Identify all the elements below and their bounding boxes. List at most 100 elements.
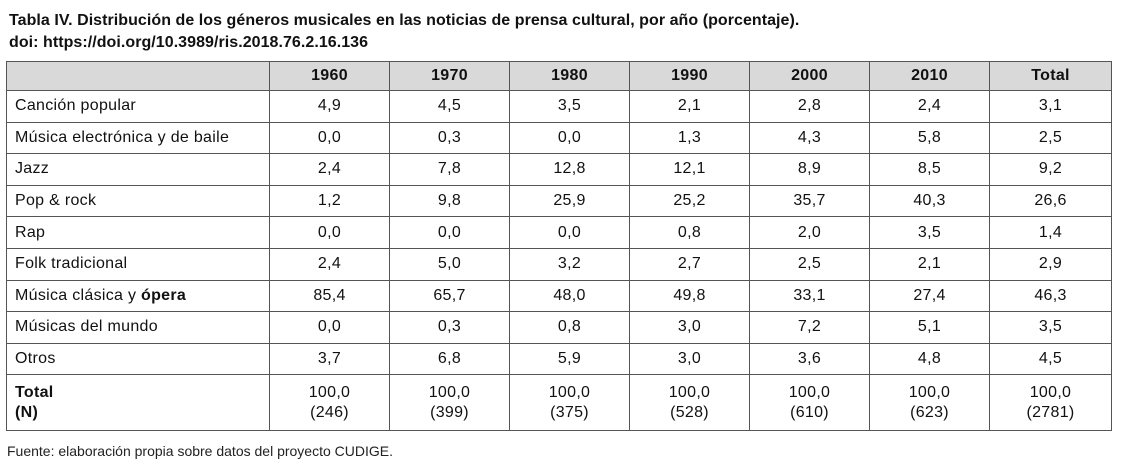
table-cell: 9,2 [989, 153, 1112, 186]
header-empty-cell [6, 61, 270, 91]
table-cell: 3,0 [629, 342, 750, 376]
table-cell: 65,7 [389, 279, 510, 313]
table-cell: 5,8 [869, 121, 990, 155]
table-cell: 2,5 [749, 247, 870, 281]
total-cell: 100,0 (399) [389, 374, 510, 432]
table-cell: 12,8 [509, 153, 630, 186]
table-cell: 3,2 [509, 247, 630, 281]
table-cell: 25,2 [629, 184, 750, 218]
source-note: Fuente: elaboración propia sobre datos d… [7, 443, 393, 459]
table-cell: 0,0 [509, 121, 630, 155]
table-cell: 49,8 [629, 279, 750, 313]
total-percent: 100,0 [428, 383, 471, 401]
total-cell: 100,0 (375) [509, 374, 630, 432]
table-cell: 2,4 [869, 90, 990, 123]
row-label-part: Música clásica y [15, 286, 142, 304]
total-cell: 100,0 (2781) [989, 374, 1112, 432]
table-cell: 1,2 [269, 184, 390, 218]
header-2000: 2000 [749, 61, 870, 91]
total-n: (375) [550, 403, 589, 421]
row-label: Folk tradicional [6, 247, 270, 281]
total-percent: 100,0 [308, 383, 351, 401]
table-cell: 2,1 [869, 247, 990, 281]
table-row: Rap 0,0 0,0 0,0 0,8 2,0 3,5 1,4 [6, 216, 1112, 249]
table-cell: 7,8 [389, 153, 510, 186]
table-cell: 2,4 [269, 153, 390, 186]
table-cell: 4,3 [749, 121, 870, 155]
table-cell: 27,4 [869, 279, 990, 313]
table-cell: 5,9 [509, 342, 630, 376]
table-cell: 2,5 [989, 121, 1112, 155]
row-label: Rap [6, 216, 270, 249]
table-cell: 3,5 [869, 216, 990, 249]
table-row: Folk tradicional 2,4 5,0 3,2 2,7 2,5 2,1… [6, 247, 1112, 281]
row-label: Música clásica y ópera [6, 279, 270, 313]
table-row: Músicas del mundo 0,0 0,3 0,8 3,0 7,2 5,… [6, 311, 1112, 344]
table-cell: 4,5 [989, 342, 1112, 376]
table-cell: 7,2 [749, 311, 870, 344]
table-cell: 9,8 [389, 184, 510, 218]
table-cell: 3,1 [989, 90, 1112, 123]
total-percent: 100,0 [788, 383, 831, 401]
table-cell: 3,7 [269, 342, 390, 376]
total-n: (528) [670, 403, 709, 421]
total-row: Total (N) 100,0 (246) 100,0 (399) 100,0 (37… [6, 374, 1112, 432]
table-cell: 0,8 [509, 311, 630, 344]
table-row: Pop & rock 1,2 9,8 25,9 25,2 35,7 40,3 2… [6, 184, 1112, 218]
table-cell: 33,1 [749, 279, 870, 313]
header-1960: 1960 [269, 61, 390, 91]
table-cell: 3,6 [749, 342, 870, 376]
table-cell: 2,7 [629, 247, 750, 281]
table-cell: 26,6 [989, 184, 1112, 218]
table-cell: 2,9 [989, 247, 1112, 281]
total-cell: 100,0 (246) [269, 374, 390, 432]
header-1980: 1980 [509, 61, 630, 91]
table-cell: 3,0 [629, 311, 750, 344]
total-n-label: (N) [15, 403, 39, 421]
table-row: Música clásica y ópera 85,4 65,7 48,0 49… [6, 279, 1112, 313]
table-cell: 5,1 [869, 311, 990, 344]
total-cell: 100,0 (623) [869, 374, 990, 432]
row-label: Otros [6, 342, 270, 376]
total-n: (399) [430, 403, 469, 421]
caption-title: Tabla IV. Distribución de los géneros mu… [9, 12, 800, 29]
header-total: Total [989, 61, 1112, 91]
table-cell: 40,3 [869, 184, 990, 218]
table-row: Música electrónica y de baile 0,0 0,3 0,… [6, 121, 1112, 155]
table-cell: 85,4 [269, 279, 390, 313]
row-label: Música electrónica y de baile [6, 121, 270, 155]
table-cell: 0,3 [389, 121, 510, 155]
header-row: 1960 1970 1980 1990 2000 2010 Total [6, 61, 1112, 91]
table-cell: 0,0 [269, 121, 390, 155]
table-cell: 2,0 [749, 216, 870, 249]
total-label-cell: Total (N) [6, 374, 270, 432]
total-cell: 100,0 (528) [629, 374, 750, 432]
table-cell: 2,4 [269, 247, 390, 281]
row-label: Pop & rock [6, 184, 270, 218]
music-genres-table: 1960 1970 1980 1990 2000 2010 Total Canc… [6, 61, 1112, 432]
row-label: Músicas del mundo [6, 311, 270, 344]
table-cell: 25,9 [509, 184, 630, 218]
total-percent: 100,0 [668, 383, 711, 401]
total-cell: 100,0 (610) [749, 374, 870, 432]
table-cell: 0,0 [269, 311, 390, 344]
table-cell: 2,8 [749, 90, 870, 123]
row-label: Jazz [6, 153, 270, 186]
table-cell: 0,0 [509, 216, 630, 249]
table-cell: 4,5 [389, 90, 510, 123]
total-percent: 100,0 [548, 383, 591, 401]
table-cell: 12,1 [629, 153, 750, 186]
table-cell: 6,8 [389, 342, 510, 376]
table-cell: 3,5 [509, 90, 630, 123]
table-cell: 1,3 [629, 121, 750, 155]
total-label: Total [15, 383, 54, 401]
table-cell: 4,9 [269, 90, 390, 123]
table-cell: 0,0 [389, 216, 510, 249]
table-cell: 3,5 [989, 311, 1112, 344]
table-cell: 0,0 [269, 216, 390, 249]
total-n: (2781) [1026, 403, 1075, 421]
total-percent: 100,0 [1029, 383, 1072, 401]
table-cell: 48,0 [509, 279, 630, 313]
total-n: (246) [310, 403, 349, 421]
table-cell: 0,8 [629, 216, 750, 249]
